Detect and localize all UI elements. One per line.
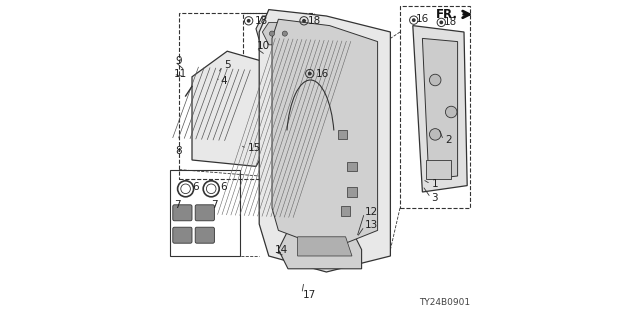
Circle shape [282, 31, 287, 36]
Polygon shape [278, 230, 362, 269]
Text: 12: 12 [365, 207, 378, 217]
Text: 16: 16 [416, 14, 429, 24]
FancyBboxPatch shape [340, 206, 351, 216]
FancyBboxPatch shape [338, 130, 347, 139]
FancyBboxPatch shape [347, 162, 357, 171]
Text: 7: 7 [174, 200, 180, 211]
Text: 9: 9 [175, 56, 182, 67]
Circle shape [269, 31, 275, 36]
Polygon shape [413, 26, 467, 192]
Text: 15: 15 [248, 143, 261, 153]
Text: TY24B0901: TY24B0901 [419, 298, 470, 307]
Text: 14: 14 [275, 245, 289, 255]
Text: 7: 7 [211, 200, 218, 211]
Text: 18: 18 [444, 17, 458, 27]
Circle shape [247, 19, 251, 23]
Polygon shape [256, 16, 301, 51]
Text: 16: 16 [316, 68, 330, 79]
Circle shape [412, 18, 416, 22]
Text: 11: 11 [174, 69, 188, 79]
Text: 18: 18 [254, 16, 268, 26]
FancyBboxPatch shape [173, 205, 192, 221]
Circle shape [302, 19, 306, 23]
FancyBboxPatch shape [173, 227, 192, 243]
Polygon shape [298, 237, 352, 256]
Text: 6: 6 [220, 182, 227, 192]
Polygon shape [422, 38, 458, 179]
Text: 18: 18 [308, 16, 321, 26]
Polygon shape [259, 10, 390, 272]
Text: 8: 8 [175, 146, 182, 156]
Circle shape [308, 72, 312, 76]
FancyBboxPatch shape [426, 160, 451, 179]
Polygon shape [192, 51, 278, 166]
Text: 3: 3 [431, 193, 438, 203]
FancyBboxPatch shape [195, 227, 214, 243]
FancyBboxPatch shape [347, 187, 357, 197]
Circle shape [445, 106, 457, 118]
Text: 4: 4 [221, 76, 227, 86]
Circle shape [429, 129, 441, 140]
Polygon shape [262, 22, 294, 45]
Text: 2: 2 [445, 135, 452, 145]
Text: FR.: FR. [436, 8, 458, 21]
Text: 5: 5 [224, 60, 230, 70]
Circle shape [429, 74, 441, 86]
Circle shape [439, 20, 443, 24]
Text: 10: 10 [257, 41, 270, 52]
Polygon shape [272, 19, 378, 250]
Text: 1: 1 [431, 179, 438, 189]
FancyBboxPatch shape [195, 205, 214, 221]
Text: 13: 13 [365, 220, 378, 230]
Text: 6: 6 [192, 182, 198, 192]
Text: 17: 17 [303, 290, 316, 300]
